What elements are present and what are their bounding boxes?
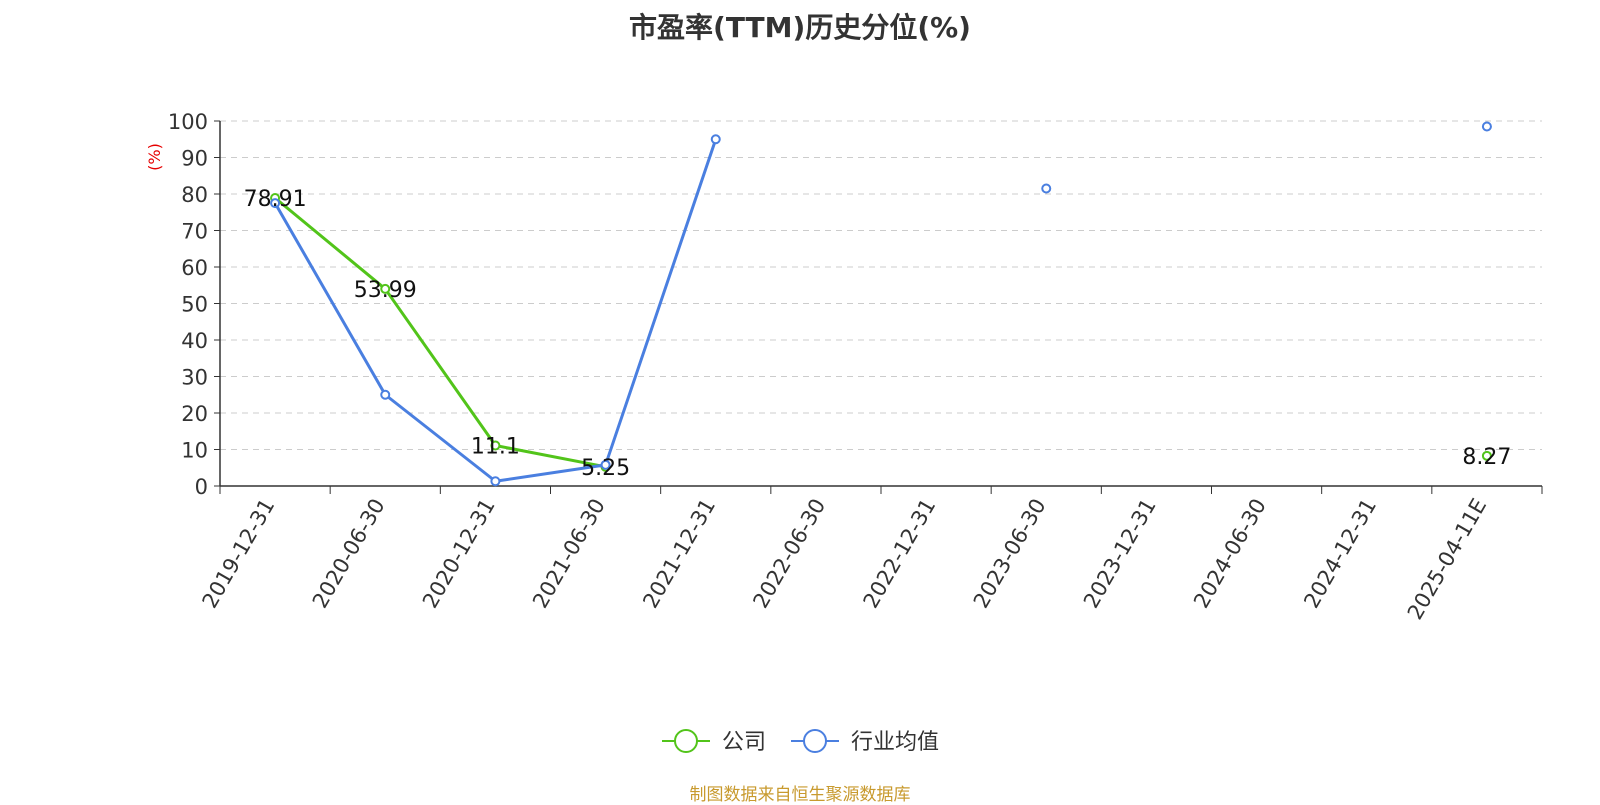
y-tick-label: 70 <box>181 220 208 244</box>
y-tick-label: 10 <box>181 439 208 463</box>
axes: 0 10 20 30 40 50 60 70 80 90 100 2019-12-31 2020-06-… <box>168 110 1543 624</box>
legend-label-industry: 行业均值 <box>851 730 939 755</box>
legend-marker-company <box>674 729 698 753</box>
x-tick-label: 2022-06-30 <box>748 495 830 613</box>
series-layer: 78.91 53.99 11.1 5.25 8.27 <box>244 121 1511 487</box>
y-tick-label: 20 <box>181 402 208 426</box>
data-point <box>270 198 281 209</box>
series-line <box>273 138 718 483</box>
data-point <box>490 476 501 487</box>
legend: 公司 行业均值 <box>662 729 939 755</box>
data-point <box>600 459 611 470</box>
x-tick-label: 2021-12-31 <box>638 495 720 613</box>
y-tick-label: 30 <box>181 366 208 390</box>
x-tick-label: 2024-06-30 <box>1189 495 1271 613</box>
y-tick-label: 60 <box>181 256 208 280</box>
data-point <box>710 134 721 145</box>
data-point <box>1481 121 1492 132</box>
data-label: 11.1 <box>471 434 520 459</box>
data-label: 8.27 <box>1462 445 1511 470</box>
y-tick-label: 100 <box>168 110 208 134</box>
grid-lines <box>220 120 1542 450</box>
x-tick-label: 2023-12-31 <box>1079 495 1161 613</box>
data-label: 5.25 <box>581 456 630 481</box>
series-0 <box>270 192 1492 472</box>
data-point <box>1041 183 1052 194</box>
data-point <box>380 283 391 294</box>
series-1 <box>270 121 1492 487</box>
legend-marker-industry <box>803 729 827 753</box>
y-tick-label: 80 <box>181 183 208 207</box>
x-tick-label: 2022-12-31 <box>859 494 941 612</box>
legend-item-company[interactable]: 公司 <box>662 729 766 755</box>
data-label: 78.91 <box>244 187 307 212</box>
x-tick-label: 2025-04-11E <box>1403 495 1491 624</box>
x-tick-label: 2020-12-31 <box>418 494 500 612</box>
y-tick-label: 50 <box>181 293 208 317</box>
x-tick-label: 2020-06-30 <box>308 495 390 613</box>
data-point <box>1481 450 1492 461</box>
y-tick-label: 0 <box>195 475 208 499</box>
data-source-note: 制图数据来自恒生聚源数据库 <box>689 785 911 805</box>
x-tick-label: 2024-12-31 <box>1299 495 1381 613</box>
legend-item-industry[interactable]: 行业均值 <box>791 729 939 755</box>
y-tick-label: 40 <box>181 329 208 353</box>
data-point <box>490 440 501 451</box>
x-tick-label: 2023-06-30 <box>969 495 1051 613</box>
legend-label-company: 公司 <box>722 730 766 755</box>
x-tick-label: 2021-06-30 <box>528 495 610 613</box>
data-point <box>380 389 391 400</box>
data-label: 53.99 <box>354 278 417 303</box>
y-tick-label: 90 <box>181 147 208 171</box>
series-line <box>274 196 606 469</box>
y-axis-label: (%) <box>145 143 164 171</box>
x-tick-label: 2019-12-31 <box>198 495 280 613</box>
chart-title: 市盈率(TTM)历史分位(%) <box>629 11 971 44</box>
